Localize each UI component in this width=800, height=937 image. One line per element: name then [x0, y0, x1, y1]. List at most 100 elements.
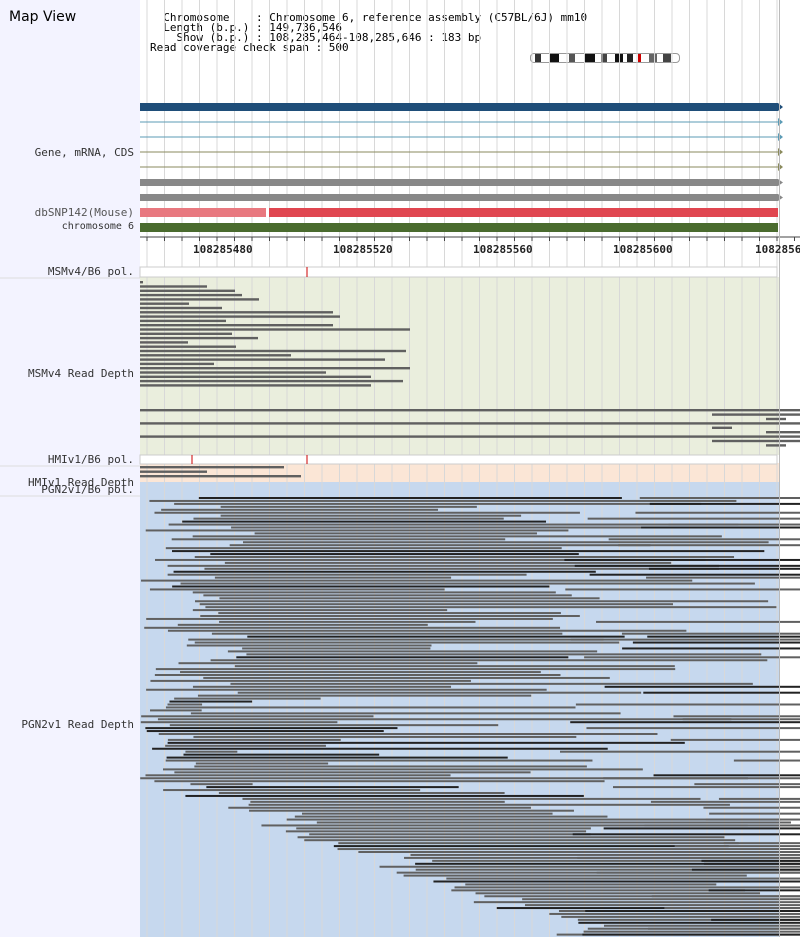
- pgn-read: [682, 718, 800, 721]
- hmi-read: [140, 466, 284, 469]
- pgn-read: [589, 573, 800, 576]
- pgn-read: [604, 685, 800, 688]
- msm-depth-label: MSMv4 Read Depth: [28, 367, 134, 380]
- pgn-read: [248, 803, 730, 806]
- transcript-arrow: [778, 133, 783, 141]
- msm-read: [140, 332, 232, 335]
- pgn-read: [166, 756, 508, 759]
- pgn-read: [703, 806, 800, 809]
- pgn-read: [621, 632, 800, 635]
- msm-read: [140, 306, 222, 310]
- chromosome-bar: [140, 223, 778, 232]
- pgn-read: [608, 538, 800, 541]
- msm-read: [140, 341, 188, 344]
- pgn-read: [229, 544, 651, 547]
- msm-read: [140, 311, 333, 314]
- pgn-read: [141, 579, 693, 582]
- pgn-read: [140, 721, 338, 724]
- pgn-read: [647, 927, 800, 930]
- sidebar: [0, 0, 140, 937]
- pgn-read: [206, 786, 459, 789]
- pgn-read: [650, 800, 800, 803]
- pgn-read: [641, 526, 800, 529]
- pgn-read: [446, 877, 800, 880]
- pgn-read: [182, 520, 547, 523]
- pgn-read: [192, 591, 556, 594]
- pgn-read: [643, 691, 800, 694]
- pgn-read: [158, 733, 658, 735]
- pgn-read: [167, 738, 341, 741]
- pgn-read: [651, 895, 800, 898]
- pgn-read: [192, 685, 452, 688]
- pgn-read: [294, 815, 608, 818]
- pgn-read: [622, 647, 800, 650]
- pgn-read: [243, 541, 769, 544]
- pgn-read: [177, 623, 428, 626]
- pgn-read: [172, 585, 550, 588]
- snp-segment: [140, 208, 266, 217]
- pgn-read: [403, 874, 747, 877]
- pgn-read: [165, 547, 562, 550]
- pgn-read: [140, 777, 748, 780]
- pgn-read: [560, 750, 800, 753]
- pgn-read: [673, 715, 800, 718]
- pgn-read: [174, 771, 531, 774]
- pgn-read: [163, 789, 421, 792]
- msm-read: [766, 431, 800, 434]
- gene-arrow: [778, 103, 783, 111]
- pgn-read: [570, 638, 800, 641]
- pgn-read: [150, 709, 202, 712]
- pgn-read: [454, 886, 800, 889]
- hmi-depth-label: HMIv1 Read Depth: [28, 476, 134, 489]
- pgn-read: [246, 653, 762, 656]
- pgn-read: [475, 892, 761, 895]
- axis-tick-label: 108285560: [473, 243, 533, 256]
- pgn-read: [165, 706, 576, 709]
- msm-read: [140, 358, 385, 361]
- pgn-read: [709, 812, 800, 815]
- pgn-read: [211, 632, 563, 635]
- pgn-read: [193, 517, 504, 520]
- pgn-read: [358, 851, 800, 853]
- msm-pol-label: MSMv4/B6 pol.: [47, 265, 134, 278]
- pgn-read: [247, 635, 625, 638]
- pgn-read: [337, 848, 800, 851]
- pgn-read: [190, 712, 621, 715]
- pgn-read: [203, 594, 572, 597]
- pgn-read: [561, 915, 800, 918]
- pgn-read: [155, 668, 676, 671]
- msm-read: [140, 422, 800, 425]
- pgn-read: [155, 558, 706, 561]
- pgn-read: [154, 511, 580, 514]
- msm-read: [140, 293, 242, 297]
- pgn-read: [200, 615, 580, 617]
- pgn-read: [524, 904, 800, 907]
- msm-read: [140, 285, 207, 288]
- pgn-read: [708, 889, 800, 892]
- pgn-read: [167, 629, 687, 632]
- pgn-read: [338, 842, 739, 845]
- pgn-read: [188, 638, 604, 641]
- pgn-read: [146, 730, 384, 733]
- pgn-read: [674, 845, 800, 848]
- pgn-read: [242, 797, 701, 800]
- pgn-read: [410, 853, 800, 856]
- pgn-read: [570, 721, 800, 724]
- pgn-read: [333, 845, 729, 848]
- pgn-read: [575, 703, 800, 706]
- snp-segment: [269, 208, 778, 217]
- pgn-depth-label: PGN2v1 Read Depth: [21, 718, 134, 731]
- hmi-read: [140, 470, 207, 473]
- msm-read: [766, 417, 786, 421]
- pgn-read: [668, 523, 800, 526]
- gene-track-label: Gene, mRNA, CDS: [34, 146, 134, 159]
- hmi-pol-label: HMIv1/B6 pol.: [47, 453, 134, 466]
- coverage-span-info: Read coverage check span : 500: [150, 41, 349, 54]
- pgn-read: [169, 724, 499, 727]
- pgn-read: [192, 609, 448, 612]
- pgn-read: [242, 647, 431, 650]
- pgn-read: [705, 818, 800, 821]
- pgn-read: [146, 688, 547, 691]
- pgn-read: [219, 620, 476, 623]
- msm-read: [140, 328, 410, 331]
